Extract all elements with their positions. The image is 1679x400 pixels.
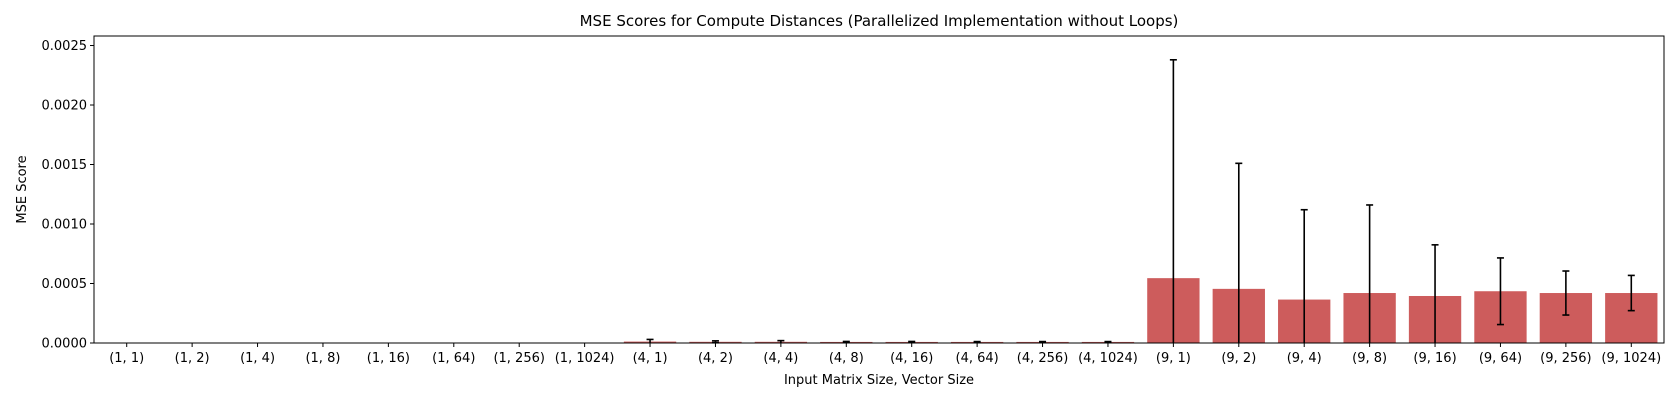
x-tick-label: (1, 2): [175, 351, 210, 366]
error-bar: [646, 338, 654, 343]
x-tick-label: (1, 64): [432, 351, 475, 366]
y-tick-label: 0.0000: [42, 337, 88, 352]
x-tick-label: (4, 8): [829, 351, 864, 366]
x-tick-label: (4, 16): [890, 351, 933, 366]
error-bar: [1366, 204, 1374, 343]
y-tick-label: 0.0010: [42, 218, 88, 233]
y-axis-label: MSE Score: [15, 155, 30, 223]
x-tick-label: (9, 64): [1479, 351, 1522, 366]
x-tick-label: (1, 4): [240, 351, 275, 366]
x-tick-label: (9, 1): [1156, 351, 1191, 366]
y-tick-label: 0.0025: [42, 39, 88, 54]
y-tick-label: 0.0020: [42, 99, 88, 114]
error-bar: [1431, 244, 1439, 343]
error-bar: [1300, 208, 1308, 343]
x-tick-label: (4, 4): [763, 351, 798, 366]
error-bar: [1562, 270, 1570, 316]
x-tick-label: (1, 1024): [555, 351, 615, 366]
y-tick-label: 0.0005: [42, 277, 88, 292]
x-tick-label: (1, 16): [367, 351, 410, 366]
x-tick-label: (1, 8): [305, 351, 340, 366]
x-tick-label: (4, 64): [956, 351, 999, 366]
chart-title: MSE Scores for Compute Distances (Parall…: [580, 12, 1179, 30]
x-tick-label: (4, 256): [1017, 351, 1069, 366]
axes-frame: [93, 35, 1665, 344]
x-tick-label: (9, 256): [1540, 351, 1592, 366]
x-tick-label: (9, 2): [1221, 351, 1256, 366]
error-bar: [1496, 257, 1504, 326]
plot-area: 0.0000 0.0005 0.0010 0.0015 0.0020 0.0025 (1, …: [42, 35, 1665, 366]
x-tick-label: (1, 256): [493, 351, 545, 366]
x-axis-label: Input Matrix Size, Vector Size: [784, 373, 974, 388]
error-bar: [842, 340, 850, 344]
x-tick-label: (9, 1024): [1601, 351, 1661, 366]
x-tick-label: (9, 4): [1287, 351, 1322, 366]
error-bar: [1039, 340, 1047, 344]
x-tick-label: (1, 1): [109, 351, 144, 366]
x-tick-label: (9, 8): [1352, 351, 1387, 366]
error-bar: [973, 340, 981, 344]
y-tick-label: 0.0015: [42, 158, 88, 173]
x-tick-label: (4, 1): [633, 351, 668, 366]
x-tick-label: (4, 2): [698, 351, 733, 366]
x-tick-label: (9, 16): [1413, 351, 1456, 366]
error-bar: [1169, 58, 1177, 343]
error-bar: [1235, 162, 1243, 343]
error-bar: [1104, 340, 1112, 344]
error-bar: [1627, 274, 1635, 312]
x-tick-label: (4, 1024): [1078, 351, 1138, 366]
error-bar: [908, 340, 916, 344]
